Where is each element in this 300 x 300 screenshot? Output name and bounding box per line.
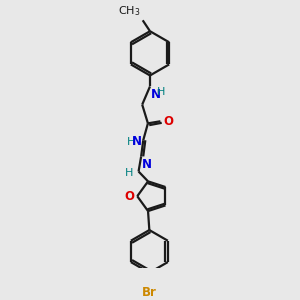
Text: N: N [132,135,142,148]
Text: H: H [127,137,135,147]
Text: H: H [157,87,165,98]
Text: O: O [124,190,134,203]
Text: Br: Br [142,286,157,299]
Text: N: N [151,88,160,101]
Text: H: H [124,168,133,178]
Text: CH$_3$: CH$_3$ [118,4,141,18]
Text: N: N [142,158,152,171]
Text: O: O [163,115,173,128]
